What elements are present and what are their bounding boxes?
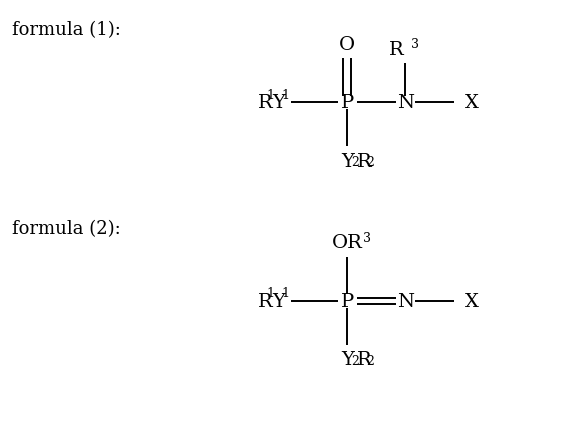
Text: R: R bbox=[357, 350, 371, 369]
Text: 2: 2 bbox=[351, 354, 359, 367]
Text: Y: Y bbox=[272, 94, 285, 112]
Text: Y: Y bbox=[342, 350, 354, 369]
Text: 1: 1 bbox=[281, 89, 290, 102]
Text: OR: OR bbox=[331, 233, 362, 252]
Text: N: N bbox=[397, 292, 414, 310]
Text: Y: Y bbox=[272, 292, 285, 310]
Text: N: N bbox=[397, 94, 414, 112]
Text: R: R bbox=[357, 153, 371, 171]
Text: X: X bbox=[465, 94, 479, 112]
Text: R: R bbox=[258, 292, 272, 310]
Text: R: R bbox=[258, 94, 272, 112]
Text: formula (2):: formula (2): bbox=[12, 219, 120, 237]
Text: O: O bbox=[339, 36, 356, 54]
Text: 1: 1 bbox=[267, 287, 275, 300]
Text: 2: 2 bbox=[366, 354, 374, 367]
Text: 3: 3 bbox=[363, 231, 371, 244]
Text: 1: 1 bbox=[281, 287, 290, 300]
Text: X: X bbox=[465, 292, 479, 310]
Text: 3: 3 bbox=[411, 38, 419, 51]
Text: 2: 2 bbox=[366, 156, 374, 169]
Text: formula (1):: formula (1): bbox=[12, 22, 120, 40]
Text: 2: 2 bbox=[351, 156, 359, 169]
Text: P: P bbox=[341, 292, 354, 310]
Text: R: R bbox=[389, 41, 404, 59]
Text: 1: 1 bbox=[267, 89, 275, 102]
Text: Y: Y bbox=[342, 153, 354, 171]
Text: P: P bbox=[341, 94, 354, 112]
